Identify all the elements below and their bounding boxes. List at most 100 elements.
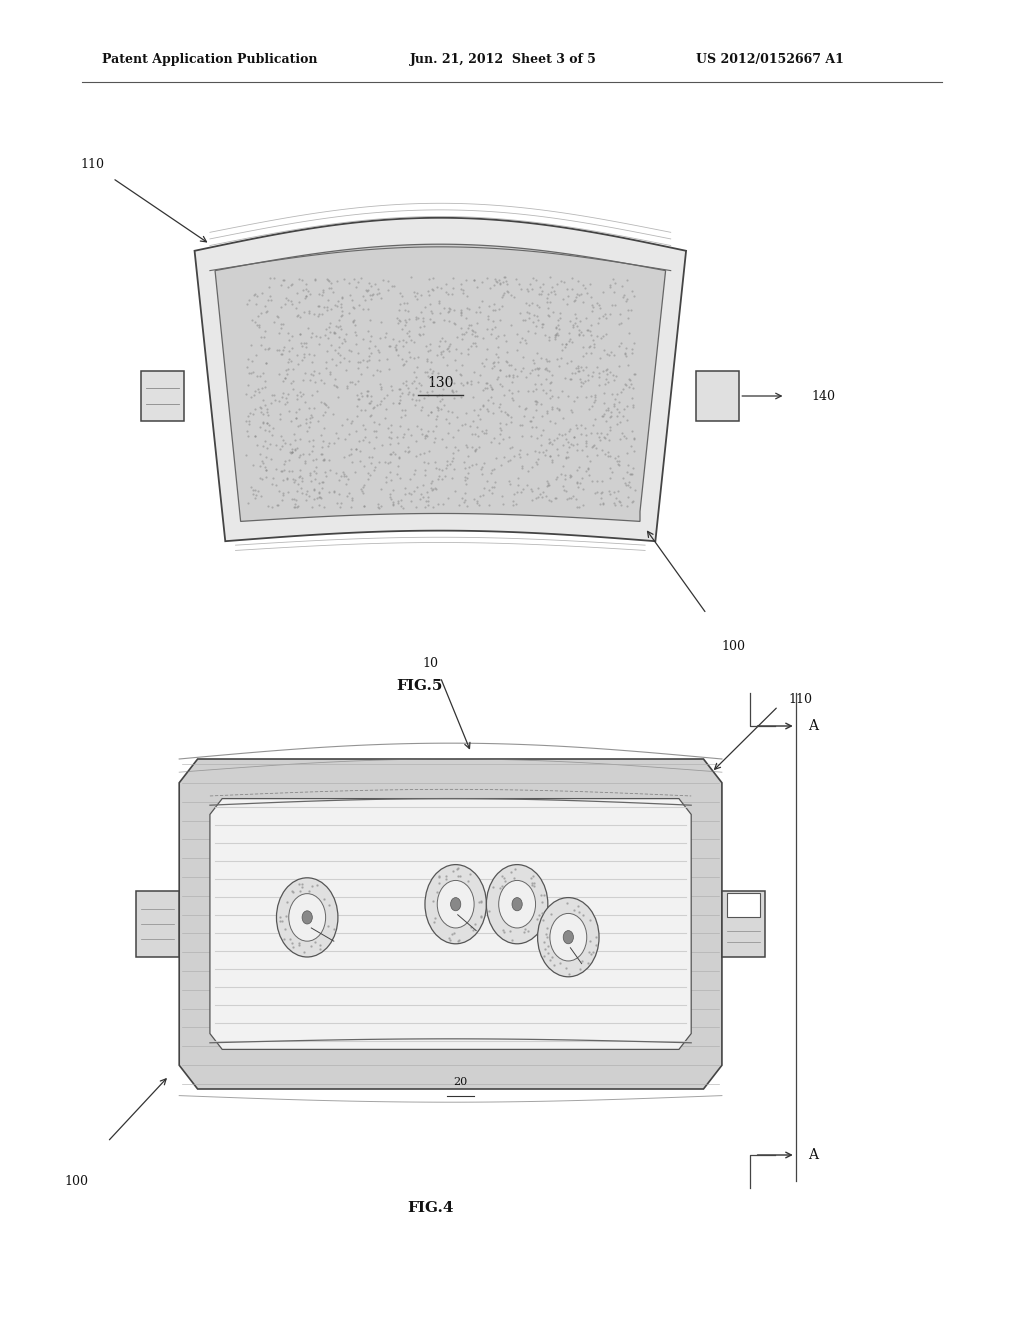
Point xyxy=(441,334,458,355)
Point xyxy=(408,496,424,517)
Point xyxy=(248,294,264,315)
Point xyxy=(397,309,414,330)
Point xyxy=(382,444,398,465)
Point xyxy=(462,416,478,437)
Point xyxy=(441,301,458,322)
Point xyxy=(574,337,591,358)
Point xyxy=(581,399,597,420)
Point xyxy=(438,437,455,458)
Point xyxy=(362,405,379,426)
Point xyxy=(518,279,535,300)
Point xyxy=(594,482,610,503)
Point xyxy=(268,434,285,455)
Point xyxy=(344,290,360,312)
Point xyxy=(244,350,260,371)
Point xyxy=(603,401,620,422)
Point xyxy=(253,397,269,418)
Point xyxy=(574,950,591,972)
Point xyxy=(371,341,387,362)
Point xyxy=(433,389,450,411)
Point xyxy=(355,429,372,450)
Point xyxy=(323,459,339,480)
Point xyxy=(567,286,584,308)
Point xyxy=(492,359,508,380)
Point xyxy=(458,308,474,329)
Point xyxy=(477,422,494,444)
Point xyxy=(292,459,308,480)
Point xyxy=(239,384,255,405)
Point xyxy=(485,275,502,296)
Point xyxy=(265,268,282,289)
Point xyxy=(617,428,634,449)
Point xyxy=(392,293,409,314)
Point xyxy=(571,360,588,381)
Point xyxy=(348,438,365,459)
Point xyxy=(319,289,336,310)
Point xyxy=(527,391,544,412)
Point xyxy=(395,355,412,376)
Point xyxy=(444,467,461,488)
Point xyxy=(467,440,483,461)
Point xyxy=(464,424,480,445)
Point xyxy=(559,892,575,913)
Point xyxy=(487,471,504,492)
Point xyxy=(276,337,293,358)
Point xyxy=(304,429,321,450)
Point xyxy=(529,392,546,413)
Point xyxy=(283,442,299,463)
Point xyxy=(550,387,566,408)
Point xyxy=(561,310,578,331)
Point xyxy=(321,271,337,292)
Point xyxy=(268,306,285,327)
Point xyxy=(301,343,317,364)
Point xyxy=(580,319,596,341)
Point xyxy=(446,923,463,944)
Point xyxy=(261,414,278,436)
Point xyxy=(517,366,534,387)
Point xyxy=(606,345,623,366)
Point xyxy=(326,322,342,343)
Point xyxy=(272,409,289,430)
Point xyxy=(321,327,337,348)
Point xyxy=(306,461,323,482)
Point xyxy=(618,495,635,516)
Point xyxy=(486,355,503,376)
Point xyxy=(527,358,544,379)
Point xyxy=(420,341,436,362)
Point xyxy=(496,921,512,942)
Point xyxy=(529,447,546,469)
Point xyxy=(554,425,570,446)
Point xyxy=(451,929,467,950)
Point xyxy=(534,487,550,508)
Point xyxy=(366,412,382,433)
Point xyxy=(414,424,430,445)
Point xyxy=(597,428,613,449)
Point xyxy=(394,329,411,350)
Point xyxy=(318,341,335,362)
Point xyxy=(296,343,312,364)
Point xyxy=(570,323,587,345)
Point xyxy=(554,408,570,429)
Point xyxy=(302,408,318,429)
Point xyxy=(373,478,389,499)
Point xyxy=(400,440,417,461)
Point xyxy=(501,426,517,447)
Point xyxy=(604,461,621,482)
Point xyxy=(496,446,512,467)
Point xyxy=(552,271,568,292)
Point xyxy=(351,430,368,451)
Point xyxy=(479,309,496,330)
Point xyxy=(549,322,565,343)
Point xyxy=(584,471,600,492)
Point xyxy=(598,323,614,345)
Point xyxy=(605,370,622,391)
Point xyxy=(417,465,433,486)
Point xyxy=(538,348,554,370)
Text: A: A xyxy=(808,1148,818,1162)
Text: 110: 110 xyxy=(788,693,812,706)
Point xyxy=(429,469,445,490)
Point xyxy=(280,480,296,502)
Point xyxy=(298,490,314,511)
Point xyxy=(442,453,459,474)
Point xyxy=(542,950,558,972)
